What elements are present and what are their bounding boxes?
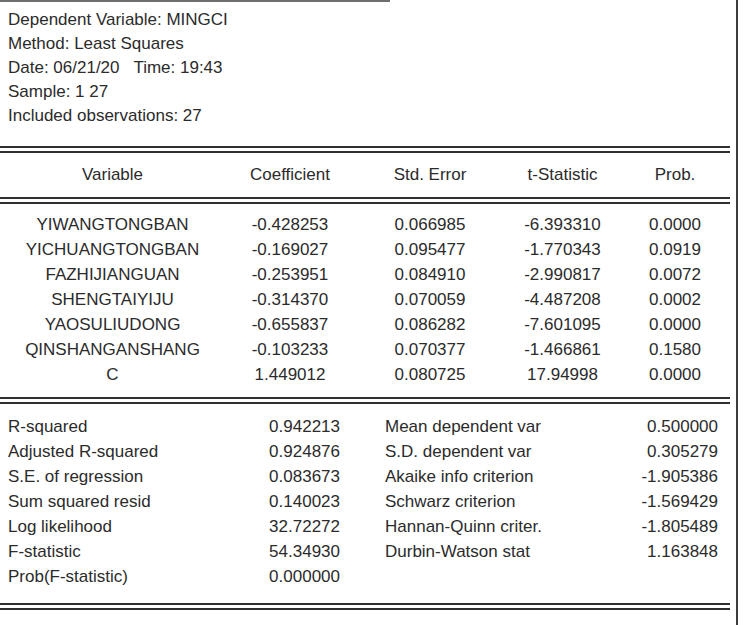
std-error-cell: 0.084910 [355, 265, 505, 285]
summary-row: Adjusted R-squared 0.924876 S.D. depende… [0, 439, 730, 464]
stat-value: 0.000000 [225, 567, 340, 587]
stat-value: 0.305279 [585, 442, 730, 462]
coefficient-cell: -0.103233 [225, 340, 355, 360]
stat-value: 0.924876 [225, 442, 340, 462]
table-row: YIWANGTONGBAN -0.428253 0.066985 -6.3933… [0, 212, 730, 237]
coefficient-cell: 1.449012 [225, 365, 355, 385]
stat-value: -1.569429 [585, 492, 730, 512]
stat-value: 0.942213 [225, 417, 340, 437]
variable-name-cell: YAOSULIUDONG [0, 315, 225, 335]
variable-name-cell: YICHUANGTONGBAN [0, 240, 225, 260]
regression-output: Dependent Variable: MINGCI Method: Least… [0, 0, 730, 610]
table-row: C 1.449012 0.080725 17.94998 0.0000 [0, 362, 730, 387]
stat-label: R-squared [0, 417, 225, 437]
t-statistic-cell: -4.487208 [505, 290, 620, 310]
dependent-variable-line: Dependent Variable: MINGCI [8, 8, 730, 32]
column-header-std-error: Std. Error [355, 165, 505, 185]
t-statistic-cell: -1.466861 [505, 340, 620, 360]
date-time-line: Date: 06/21/20 Time: 19:43 [8, 56, 730, 80]
variable-name-cell: FAZHIJIANGUAN [0, 265, 225, 285]
stat-label: S.E. of regression [0, 467, 225, 487]
table-row: SHENGTAIYIJU -0.314370 0.070059 -4.48720… [0, 287, 730, 312]
stat-label: Akaike info criterion [340, 467, 585, 487]
stat-label: Mean dependent var [340, 417, 585, 437]
prob-cell: 0.0000 [620, 215, 730, 235]
variable-name-cell: YIWANGTONGBAN [0, 215, 225, 235]
stat-value: 32.72272 [225, 517, 340, 537]
summary-row: F-statistic 54.34930 Durbin-Watson stat … [0, 539, 730, 564]
summary-row: Prob(F-statistic) 0.000000 [0, 564, 730, 589]
stat-value: 0.500000 [585, 417, 730, 437]
coefficient-table-body: YIWANGTONGBAN -0.428253 0.066985 -6.3933… [0, 204, 730, 397]
summary-row: R-squared 0.942213 Mean dependent var 0.… [0, 414, 730, 439]
table-row: YAOSULIUDONG -0.655837 0.086282 -7.60109… [0, 312, 730, 337]
stat-label: Sum squared resid [0, 492, 225, 512]
coefficient-cell: -0.428253 [225, 215, 355, 235]
std-error-cell: 0.070377 [355, 340, 505, 360]
prob-cell: 0.0919 [620, 240, 730, 260]
stat-label: Durbin-Watson stat [340, 542, 585, 562]
coefficient-cell: -0.169027 [225, 240, 355, 260]
column-header-variable: Variable [0, 165, 225, 185]
stat-value: 54.34930 [225, 542, 340, 562]
table-row: YICHUANGTONGBAN -0.169027 0.095477 -1.77… [0, 237, 730, 262]
stat-label: Schwarz criterion [340, 492, 585, 512]
stat-label: Hannan-Quinn criter. [340, 517, 585, 537]
separator-rule-below-header [0, 197, 730, 204]
t-statistic-cell: -7.601095 [505, 315, 620, 335]
std-error-cell: 0.095477 [355, 240, 505, 260]
separator-rule-mid [0, 397, 730, 404]
column-header-t-statistic: t-Statistic [505, 165, 620, 185]
stat-value: -1.805489 [585, 517, 730, 537]
stat-label: Log likelihood [0, 517, 225, 537]
stat-value: 0.083673 [225, 467, 340, 487]
summary-statistics: R-squared 0.942213 Mean dependent var 0.… [0, 404, 730, 597]
stat-label: F-statistic [0, 542, 225, 562]
prob-cell: 0.0072 [620, 265, 730, 285]
table-row: QINSHANGANSHANG -0.103233 0.070377 -1.46… [0, 337, 730, 362]
variable-name-cell: QINSHANGANSHANG [0, 340, 225, 360]
t-statistic-cell: -2.990817 [505, 265, 620, 285]
window-right-border [736, 0, 738, 625]
stat-value: 1.163848 [585, 542, 730, 562]
std-error-cell: 0.070059 [355, 290, 505, 310]
eviews-output-window: Dependent Variable: MINGCI Method: Least… [0, 0, 756, 625]
separator-rule-bottom [0, 603, 730, 610]
stat-label: Prob(F-statistic) [0, 567, 225, 587]
method-line: Method: Least Squares [8, 32, 730, 56]
stat-value: -1.905386 [585, 467, 730, 487]
std-error-cell: 0.080725 [355, 365, 505, 385]
std-error-cell: 0.066985 [355, 215, 505, 235]
coefficient-cell: -0.253951 [225, 265, 355, 285]
included-observations-line: Included observations: 27 [8, 104, 730, 128]
equation-header: Dependent Variable: MINGCI Method: Least… [0, 0, 730, 130]
coefficient-table-header: Variable Coefficient Std. Error t-Statis… [0, 153, 730, 197]
variable-name-cell: C [0, 365, 225, 385]
summary-row: Log likelihood 32.72272 Hannan-Quinn cri… [0, 514, 730, 539]
column-header-prob: Prob. [620, 165, 730, 185]
summary-row: S.E. of regression 0.083673 Akaike info … [0, 464, 730, 489]
std-error-cell: 0.086282 [355, 315, 505, 335]
t-statistic-cell: -1.770343 [505, 240, 620, 260]
coefficient-cell: -0.314370 [225, 290, 355, 310]
stat-label: Adjusted R-squared [0, 442, 225, 462]
stat-label: S.D. dependent var [340, 442, 585, 462]
prob-cell: 0.0002 [620, 290, 730, 310]
sample-line: Sample: 1 27 [8, 80, 730, 104]
separator-rule-top [0, 146, 730, 153]
t-statistic-cell: -6.393310 [505, 215, 620, 235]
t-statistic-cell: 17.94998 [505, 365, 620, 385]
prob-cell: 0.1580 [620, 340, 730, 360]
table-row: FAZHIJIANGUAN -0.253951 0.084910 -2.9908… [0, 262, 730, 287]
coefficient-cell: -0.655837 [225, 315, 355, 335]
prob-cell: 0.0000 [620, 365, 730, 385]
variable-name-cell: SHENGTAIYIJU [0, 290, 225, 310]
stat-value: 0.140023 [225, 492, 340, 512]
column-header-coefficient: Coefficient [225, 165, 355, 185]
summary-row: Sum squared resid 0.140023 Schwarz crite… [0, 489, 730, 514]
prob-cell: 0.0000 [620, 315, 730, 335]
